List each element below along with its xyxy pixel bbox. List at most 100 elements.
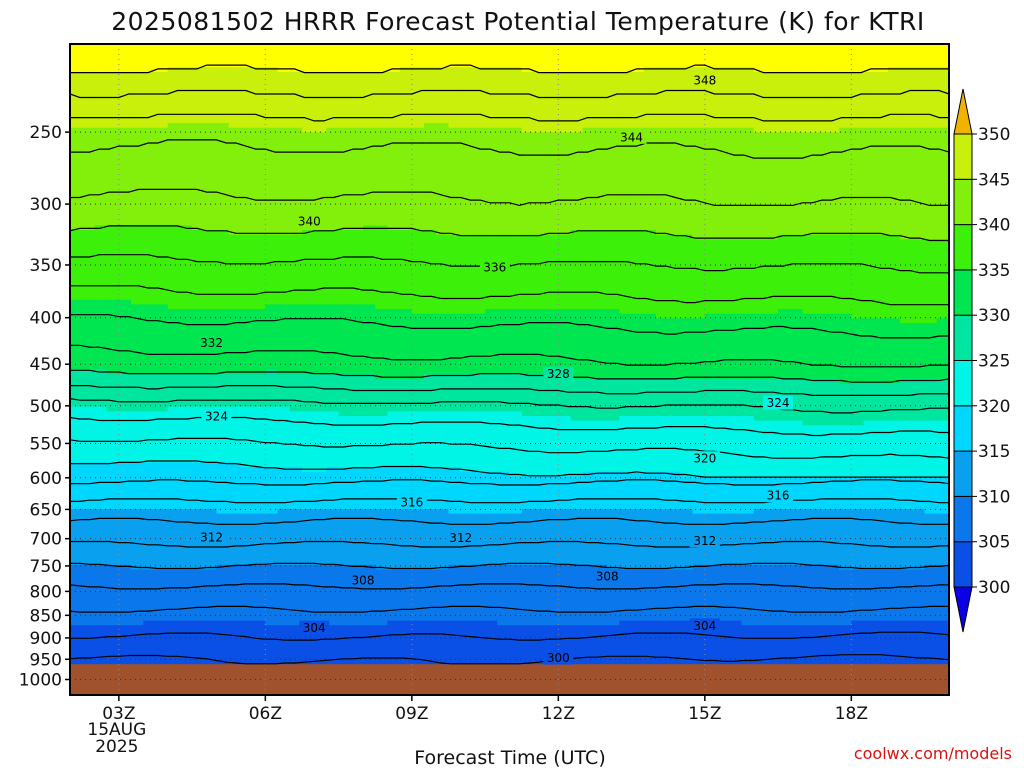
fill-cell bbox=[94, 99, 108, 106]
fill-cell bbox=[485, 355, 498, 361]
fill-cell bbox=[656, 216, 669, 222]
fill-cell bbox=[607, 299, 620, 305]
fill-cell bbox=[216, 197, 230, 203]
fill-cell bbox=[704, 355, 718, 361]
fill-cell bbox=[594, 230, 608, 236]
fill-cell bbox=[497, 146, 511, 152]
fill-cell bbox=[143, 346, 157, 352]
fill-cell bbox=[790, 336, 804, 343]
fill-cell bbox=[131, 313, 144, 319]
fill-cell bbox=[533, 127, 547, 133]
fill-cell bbox=[228, 341, 242, 347]
fill-cell bbox=[106, 234, 120, 240]
fill-cell bbox=[546, 155, 559, 161]
fill-cell bbox=[326, 81, 340, 87]
fill-cell bbox=[326, 109, 340, 115]
fill-cell bbox=[375, 160, 389, 166]
fill-cell bbox=[521, 248, 535, 254]
fill-cell bbox=[460, 109, 474, 115]
fill-cell bbox=[668, 118, 682, 124]
fill-cell bbox=[619, 57, 633, 64]
fill-cell bbox=[839, 67, 852, 73]
fill-cell bbox=[643, 355, 657, 361]
fill-cell bbox=[240, 285, 254, 292]
fill-cell bbox=[924, 211, 938, 217]
fill-cell bbox=[485, 150, 498, 157]
fill-cell bbox=[106, 183, 120, 189]
fill-cell bbox=[826, 146, 840, 152]
fill-cell bbox=[778, 336, 791, 343]
fill-cell bbox=[277, 48, 291, 54]
fill-cell bbox=[363, 230, 376, 236]
fill-cell bbox=[436, 174, 450, 180]
fill-cell bbox=[900, 211, 913, 217]
fill-cell bbox=[558, 243, 572, 250]
fill-cell bbox=[558, 127, 572, 133]
fill-cell bbox=[240, 81, 254, 87]
fill-cell bbox=[546, 211, 559, 217]
fill-cell bbox=[851, 220, 865, 226]
fill-cell bbox=[94, 57, 108, 64]
fill-cell bbox=[350, 313, 364, 319]
fill-cell bbox=[802, 146, 816, 152]
fill-cell bbox=[216, 309, 230, 315]
fill-cell bbox=[70, 67, 83, 73]
fill-cell bbox=[338, 216, 352, 222]
fill-cell bbox=[240, 202, 254, 208]
fill-cell bbox=[472, 332, 486, 338]
fill-cell bbox=[704, 253, 718, 259]
fill-cell bbox=[863, 216, 877, 222]
fill-cell bbox=[668, 318, 682, 324]
fill-cell bbox=[887, 123, 901, 129]
fill-cell bbox=[875, 192, 889, 199]
fill-cell bbox=[448, 95, 462, 101]
fill-cell bbox=[680, 109, 694, 115]
fill-cell bbox=[155, 183, 169, 189]
fill-cell bbox=[656, 271, 669, 278]
fill-cell bbox=[289, 355, 303, 361]
fill-cell bbox=[94, 53, 108, 59]
fill-cell bbox=[546, 146, 559, 152]
fill-cell bbox=[82, 76, 96, 82]
fill-cell bbox=[765, 295, 779, 301]
fill-cell bbox=[851, 239, 865, 245]
fill-cell bbox=[472, 183, 486, 189]
fill-cell bbox=[582, 243, 596, 250]
fill-cell bbox=[82, 360, 96, 366]
fill-cell bbox=[814, 192, 828, 199]
fill-cell bbox=[509, 137, 523, 143]
fill-cell bbox=[936, 164, 949, 171]
fill-cell bbox=[277, 276, 291, 282]
fill-cell bbox=[546, 243, 559, 250]
fill-cell bbox=[753, 53, 767, 59]
fill-cell bbox=[802, 57, 816, 64]
fill-cell bbox=[533, 332, 547, 338]
fill-cell bbox=[790, 160, 804, 166]
fill-cell bbox=[375, 178, 389, 185]
fill-cell bbox=[497, 313, 511, 319]
fill-cell bbox=[594, 104, 608, 110]
fill-cell bbox=[228, 76, 242, 82]
fill-cell bbox=[472, 169, 486, 175]
fill-cell bbox=[680, 127, 694, 133]
fill-cell bbox=[936, 243, 949, 250]
fill-cell bbox=[558, 313, 572, 319]
fill-cell bbox=[155, 248, 169, 254]
fill-cell bbox=[436, 95, 450, 101]
fill-cell bbox=[765, 336, 779, 343]
fill-cell bbox=[155, 295, 169, 301]
fill-cell bbox=[863, 57, 877, 64]
fill-cell bbox=[472, 178, 486, 185]
fill-cell bbox=[399, 350, 413, 357]
fill-cell bbox=[814, 304, 828, 310]
chart-title: 2025081502 HRRR Forecast Potential Tempe… bbox=[111, 7, 925, 36]
fill-cell bbox=[228, 197, 242, 203]
fill-cell bbox=[851, 62, 865, 68]
fill-cell bbox=[301, 183, 315, 189]
fill-cell bbox=[570, 262, 584, 268]
fill-cell bbox=[436, 323, 450, 329]
fill-cell bbox=[558, 99, 572, 106]
fill-cell bbox=[167, 169, 181, 175]
fill-cell bbox=[900, 295, 913, 301]
fill-cell bbox=[350, 48, 364, 54]
